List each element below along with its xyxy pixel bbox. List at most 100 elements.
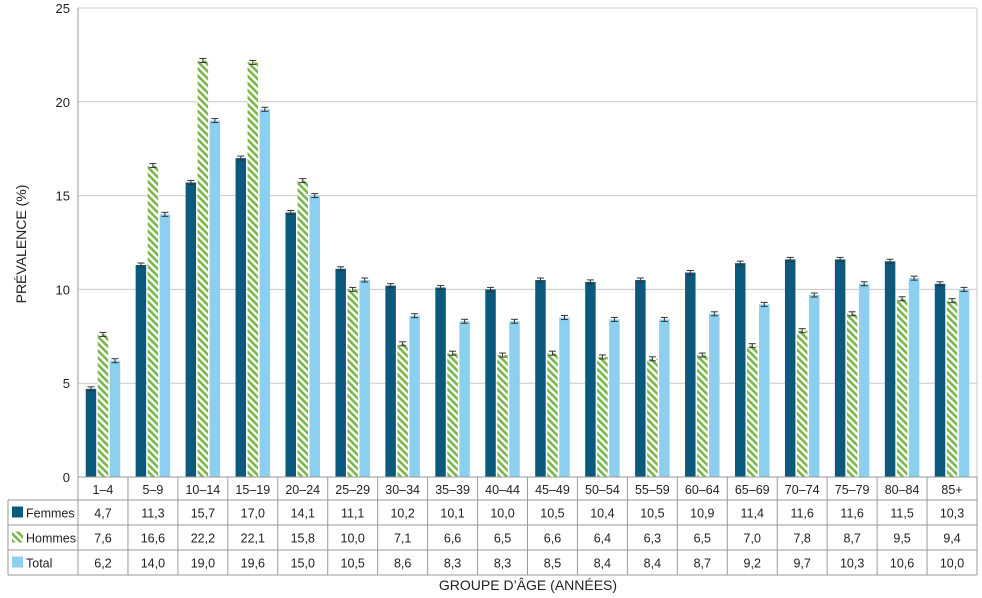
data-label-hommes: 6,3 [644, 532, 661, 546]
bar-femmes-5 [335, 268, 346, 477]
bar-hommes-17 [946, 300, 958, 477]
data-label-femmes: 11,1 [341, 507, 364, 521]
data-label-femmes: 11,5 [890, 507, 913, 521]
data-label-total: 10,5 [341, 557, 365, 571]
bar-hommes-14 [796, 330, 808, 477]
data-label-hommes: 9,5 [893, 532, 910, 546]
bar-total-7 [459, 321, 470, 477]
bar-total-11 [659, 319, 670, 477]
bar-femmes-7 [435, 287, 446, 477]
data-label-total: 8,3 [494, 557, 511, 571]
bars [85, 58, 970, 478]
bar-femmes-4 [285, 212, 296, 477]
data-label-femmes: 10,2 [390, 507, 414, 521]
bar-total-5 [359, 280, 370, 477]
data-label-hommes: 7,0 [744, 532, 761, 546]
bar-total-10 [609, 319, 620, 477]
bar-femmes-8 [485, 289, 496, 477]
bar-femmes-17 [934, 283, 946, 477]
data-label-total: 19,6 [241, 557, 265, 571]
x-tick-label: 15–19 [235, 483, 270, 497]
data-label-total: 8,6 [394, 557, 411, 571]
legend-swatch-femmes [12, 506, 23, 518]
bar-total-2 [209, 120, 221, 477]
bar-hommes-9 [547, 353, 558, 477]
data-label-total: 8,4 [644, 557, 661, 571]
bar-total-8 [509, 321, 520, 477]
data-label-hommes: 6,5 [694, 532, 711, 546]
gridlines [78, 7, 977, 384]
x-tick-label: 45–49 [535, 483, 570, 497]
data-label-total: 8,3 [444, 557, 461, 571]
x-tick-label: 1–4 [93, 483, 114, 497]
data-label-hommes: 6,6 [544, 532, 561, 546]
bar-femmes-10 [585, 281, 596, 477]
legend-label-total: Total [26, 557, 52, 571]
x-tick-label: 10–14 [185, 483, 220, 497]
bar-hommes-16 [896, 298, 908, 477]
x-tick-label: 60–64 [685, 483, 720, 497]
data-label-femmes: 11,6 [790, 507, 813, 521]
bar-total-13 [759, 304, 770, 477]
bar-hommes-5 [347, 289, 358, 477]
x-axis-title: GROUPE D’ÂGE (ANNÉES) [439, 577, 617, 593]
y-tick-label: 20 [56, 95, 70, 110]
x-tick-label: 35–39 [435, 483, 470, 497]
bar-total-0 [109, 360, 121, 477]
y-tick-label: 25 [56, 1, 70, 16]
bar-femmes-9 [535, 280, 546, 477]
bar-hommes-13 [747, 345, 758, 477]
bar-hommes-6 [397, 343, 408, 477]
data-label-total: 6,2 [94, 557, 111, 571]
bar-hommes-0 [97, 334, 109, 477]
data-label-hommes: 22,1 [241, 532, 265, 546]
bar-femmes-15 [834, 259, 846, 477]
data-label-hommes: 6,5 [494, 532, 511, 546]
data-label-total: 10,6 [890, 557, 914, 571]
bar-femmes-2 [185, 182, 197, 477]
data-label-hommes: 15,8 [291, 532, 315, 546]
bar-femmes-1 [135, 265, 147, 477]
x-tick-label: 30–34 [385, 483, 420, 497]
data-label-total: 19,0 [191, 557, 215, 571]
data-label-total: 10,3 [840, 557, 864, 571]
bar-total-6 [409, 315, 420, 477]
data-label-hommes: 8,7 [843, 532, 860, 546]
bar-femmes-6 [385, 285, 396, 477]
x-tick-label: 65–69 [735, 483, 770, 497]
bar-femmes-11 [635, 280, 646, 477]
data-label-hommes: 22,2 [191, 532, 215, 546]
data-label-femmes: 4,7 [94, 507, 111, 521]
data-label-total: 15,0 [291, 557, 315, 571]
data-label-femmes: 14,1 [291, 507, 315, 521]
x-tick-label: 70–74 [785, 483, 820, 497]
data-label-femmes: 10,1 [440, 507, 464, 521]
data-label-femmes: 11,6 [840, 507, 863, 521]
bar-total-17 [958, 289, 970, 477]
x-tick-label: 55–59 [635, 483, 670, 497]
data-label-total: 9,2 [744, 557, 761, 571]
data-label-hommes: 10,0 [341, 532, 365, 546]
x-tick-label: 20–24 [285, 483, 320, 497]
data-label-femmes: 15,7 [191, 507, 215, 521]
legend-swatch-total [12, 556, 23, 568]
data-label-total: 8,4 [594, 557, 611, 571]
data-label-total: 8,7 [694, 557, 711, 571]
bar-total-12 [709, 313, 720, 477]
data-label-total: 14,0 [141, 557, 165, 571]
bar-hommes-15 [846, 313, 858, 477]
bar-hommes-7 [447, 353, 458, 477]
bar-hommes-2 [197, 60, 209, 477]
bar-hommes-10 [597, 356, 608, 477]
data-label-femmes: 11,3 [141, 507, 164, 521]
data-label-hommes: 6,6 [444, 532, 461, 546]
bar-total-3 [259, 109, 271, 477]
data-label-total: 8,5 [544, 557, 561, 571]
bar-femmes-3 [235, 158, 247, 477]
bar-femmes-0 [85, 388, 97, 477]
bar-femmes-14 [784, 259, 796, 477]
data-label-total: 10,0 [940, 557, 964, 571]
bar-hommes-11 [647, 358, 658, 477]
data-label-femmes: 10,4 [590, 507, 614, 521]
